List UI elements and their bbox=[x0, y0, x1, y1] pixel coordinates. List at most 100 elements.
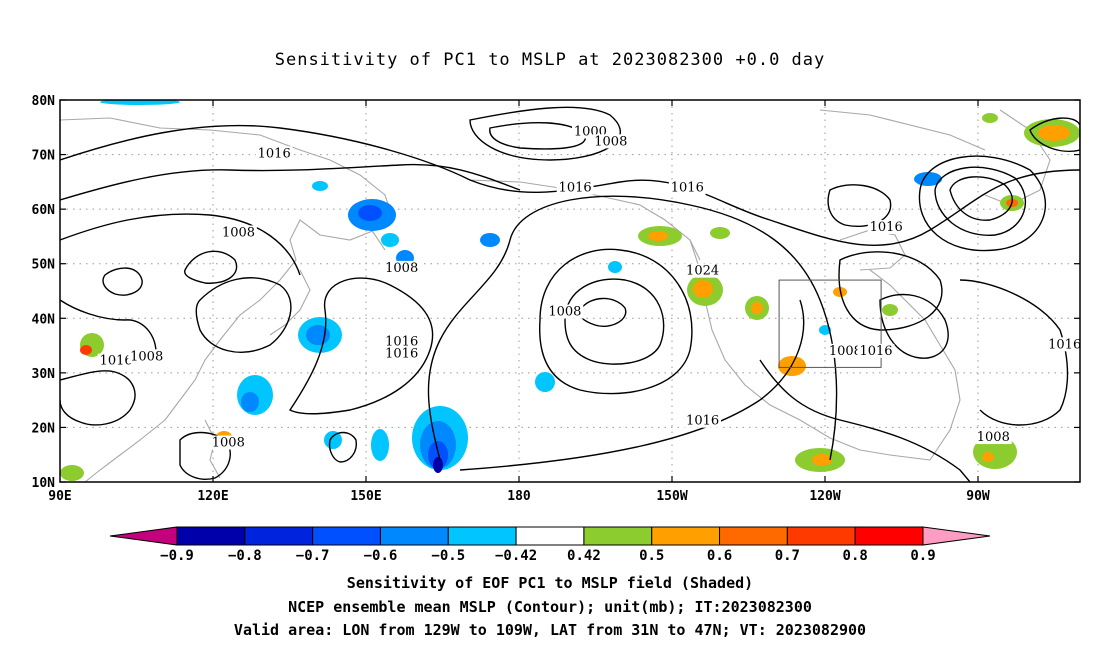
lat-tick-label: 30N bbox=[32, 367, 56, 382]
contour-label-background bbox=[974, 430, 1012, 445]
contour-line bbox=[489, 122, 586, 150]
contour-line bbox=[179, 431, 231, 480]
contour-label-background bbox=[857, 343, 895, 358]
contour-line bbox=[427, 195, 838, 461]
positive-shading-area bbox=[693, 280, 713, 298]
colorbar-swatch bbox=[379, 526, 449, 546]
contour-label: 1008 bbox=[977, 430, 1010, 445]
caption-line-2: NCEP ensemble mean MSLP (Contour); unit(… bbox=[288, 598, 812, 616]
colorbar-label: 0.7 bbox=[775, 548, 800, 564]
negative-shading-area bbox=[312, 181, 328, 191]
colorbar-swatch bbox=[312, 526, 381, 546]
contour-line bbox=[288, 277, 434, 415]
coastline-hudson-bay bbox=[839, 229, 906, 271]
contour-label: 1000 bbox=[1089, 201, 1100, 216]
positive-shading-area bbox=[80, 345, 92, 355]
lon-tick-label: 90W bbox=[966, 489, 990, 504]
colorbar-label: 0.9 bbox=[910, 548, 935, 564]
contour-label: 1008 bbox=[212, 436, 245, 451]
contour-label: 1008 bbox=[130, 349, 163, 364]
negative-shading-area bbox=[371, 429, 389, 461]
negative-shading-area bbox=[358, 205, 382, 221]
coastline-north-america-east bbox=[869, 269, 961, 461]
colorbar-label: 0.8 bbox=[843, 548, 868, 564]
caption-line-1: Sensitivity of EOF PC1 to MSLP field (Sh… bbox=[346, 574, 754, 592]
contour-line bbox=[934, 166, 1026, 236]
negative-shading-area bbox=[428, 441, 448, 469]
positive-shading-area bbox=[710, 227, 730, 239]
contour-label-background bbox=[383, 260, 421, 275]
positive-shading-area bbox=[1038, 125, 1070, 141]
colorbar-label: 0.5 bbox=[639, 548, 664, 564]
contour-line bbox=[60, 213, 301, 276]
contour-label-background bbox=[383, 346, 421, 361]
contour-line bbox=[538, 248, 693, 395]
contour-label: 1016 bbox=[870, 220, 903, 235]
colorbar: −0.9 −0.8 −0.7 −0.6 −0.5 −0.42 0.42 0.5 0.6 0.7 0.… bbox=[109, 526, 991, 564]
contour-line bbox=[102, 267, 143, 296]
contour-label-background bbox=[383, 334, 421, 349]
colorbar-label: 0.6 bbox=[707, 548, 732, 564]
lon-tick-label: 150W bbox=[656, 489, 687, 504]
contour-line bbox=[918, 155, 1047, 252]
contour-line bbox=[195, 277, 292, 353]
contour-label-background bbox=[827, 343, 864, 358]
negative-shading-area bbox=[480, 233, 500, 247]
contour-label-background bbox=[209, 435, 247, 450]
contour-label-background bbox=[1046, 337, 1080, 352]
contour-label-background bbox=[668, 180, 706, 195]
coastline-asia bbox=[60, 117, 391, 482]
contour-label: 1016 bbox=[385, 335, 418, 350]
colorbar-swatch bbox=[583, 526, 653, 546]
contour-label: 1016 bbox=[859, 344, 892, 359]
contour-label-background bbox=[867, 219, 905, 234]
contour-line bbox=[564, 278, 665, 365]
contour-label: 1008 bbox=[1089, 217, 1100, 232]
positive-shading-area bbox=[648, 231, 668, 241]
contour-line bbox=[949, 176, 1013, 221]
lat-tick-label: 20N bbox=[32, 421, 56, 436]
contour-label-background bbox=[1087, 201, 1100, 215]
lat-tick-label: 10N bbox=[32, 476, 56, 491]
positive-shading-area bbox=[882, 304, 898, 316]
lon-tick-label: 180 bbox=[507, 489, 531, 504]
negative-shading-area bbox=[324, 431, 342, 449]
lon-tick-label: 90E bbox=[48, 489, 71, 504]
coastline-philippines bbox=[204, 419, 221, 479]
colorbar-swatch bbox=[854, 526, 924, 546]
coastline-japan bbox=[269, 269, 311, 336]
contour-label: 1016 bbox=[686, 414, 719, 429]
axis-ticks bbox=[60, 99, 1080, 483]
lat-tick-label: 60N bbox=[32, 203, 56, 218]
contour-label: 1008 bbox=[548, 305, 581, 320]
colorbar-label: −0.7 bbox=[296, 548, 330, 564]
colorbar-label: −0.9 bbox=[160, 548, 194, 564]
lat-tick-label: 40N bbox=[32, 312, 56, 327]
positive-shading-area bbox=[751, 302, 763, 314]
colorbar-swatch bbox=[176, 526, 246, 546]
colorbar-label: −0.8 bbox=[228, 548, 262, 564]
contour-line bbox=[60, 163, 521, 201]
negative-shading-area bbox=[819, 325, 831, 335]
contour-label: 1024 bbox=[686, 264, 719, 279]
plot-title: Sensitivity of PC1 to MSLP at 2023082300… bbox=[274, 50, 826, 70]
positive-shading-area bbox=[982, 452, 994, 462]
contour-label: 1016 bbox=[1048, 337, 1081, 352]
contour-label: 1008 bbox=[222, 225, 255, 240]
contour-label: 1016 bbox=[671, 181, 704, 196]
contour-label-background bbox=[128, 349, 166, 364]
contour-line bbox=[60, 370, 136, 426]
colorbar-swatch bbox=[786, 526, 856, 546]
negative-shading-area bbox=[535, 372, 555, 392]
colorbar-label: −0.42 bbox=[495, 548, 537, 564]
contour-label-background bbox=[220, 225, 257, 240]
contour-label: 1016 bbox=[100, 354, 133, 369]
contour-label: 1016 bbox=[258, 146, 291, 161]
contour-line bbox=[838, 251, 943, 331]
contour-line bbox=[879, 293, 949, 359]
negative-shading-area bbox=[241, 392, 259, 412]
coastline-arctic-islands bbox=[819, 109, 986, 151]
contour-label-background bbox=[546, 304, 584, 319]
